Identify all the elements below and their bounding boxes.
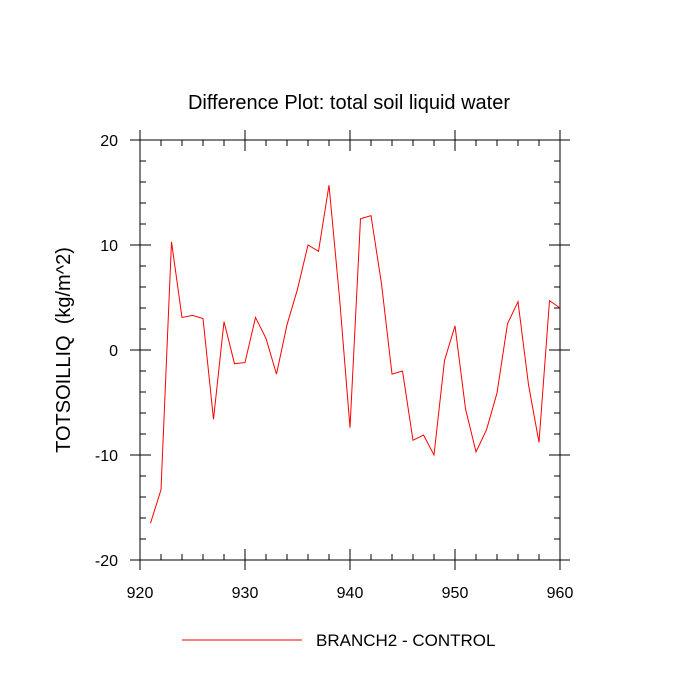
x-tick-label: 960 [547,585,574,602]
series-layer [150,185,561,524]
y-tick-label: 10 [100,238,118,255]
legend-label-branch2-control: BRANCH2 - CONTROL [316,631,495,650]
x-tick-label: 930 [232,585,259,602]
plot-frame: 920 930 940 950 960 -20 -10 0 10 20 [95,130,574,602]
plot-area [139,139,561,561]
y-tick-label: 20 [100,133,118,150]
axis-ticks [130,130,570,570]
y-tick-label: -10 [95,448,118,465]
series-line-branch2-control [150,185,561,524]
y-tick-label: -20 [95,553,118,570]
axis-tick-labels: 920 930 940 950 960 -20 -10 0 10 20 [95,133,574,602]
x-tick-label: 940 [337,585,364,602]
y-axis-label: TOTSOILLIQ (kg/m^2) [53,247,75,453]
y-tick-label: 0 [109,343,118,360]
x-tick-label: 920 [127,585,154,602]
chart-title: Difference Plot: total soil liquid water [188,92,510,114]
x-tick-label: 950 [442,585,469,602]
legend: BRANCH2 - CONTROL [182,631,495,650]
